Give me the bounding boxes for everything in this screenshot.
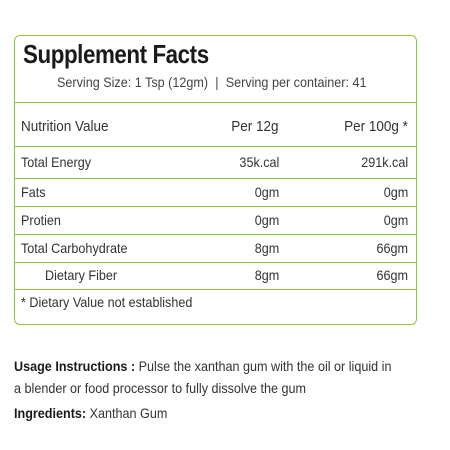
header-nutrition-value: Nutrition Value (21, 118, 109, 135)
row-per-serving: 0gm (254, 212, 279, 228)
row-per-serving: 35k.cal (239, 154, 279, 170)
row-label: Total Energy (21, 154, 92, 170)
row-per-100g: 291k.cal (361, 154, 408, 170)
divider (15, 234, 416, 235)
ingredients-label: Ingredients: (14, 405, 87, 421)
usage-text-line2: a blender or food processor to fully dis… (14, 380, 307, 396)
supplement-facts-panel: Supplement Facts Serving Size: 1 Tsp (12… (14, 35, 417, 325)
row-label: Fats (21, 184, 46, 200)
divider (15, 289, 416, 290)
divider (15, 262, 416, 263)
serving-info: Serving Size: 1 Tsp (12gm) | Serving per c… (57, 74, 367, 90)
ingredients-value: Xanthan Gum (86, 405, 168, 421)
serving-size: Serving Size: 1 Tsp (12gm) (57, 74, 209, 90)
row-per-100g: 0gm (383, 212, 408, 228)
row-per-100g: 0gm (383, 184, 408, 200)
row-per-serving: 8gm (254, 267, 279, 283)
header-per-100g: Per 100g * (344, 118, 408, 135)
footnote: * Dietary Value not established (21, 294, 193, 310)
divider (15, 102, 416, 103)
serving-per-container: Serving per container: 41 (225, 74, 367, 90)
row-label: Total Carbohydrate (21, 240, 128, 256)
row-label: Dietary Fiber (45, 267, 118, 283)
row-per-100g: 66gm (376, 240, 408, 256)
row-per-serving: 8gm (254, 240, 279, 256)
row-label: Protien (21, 212, 61, 228)
serving-separator: | (215, 74, 219, 90)
usage-label: Usage Instructions : (14, 358, 136, 374)
ingredients: Ingredients: Xanthan Gum (14, 405, 167, 421)
facts-title: Supplement Facts (23, 39, 209, 69)
usage-instructions: Usage Instructions : Pulse the xanthan g… (14, 355, 444, 399)
row-per-serving: 0gm (254, 184, 279, 200)
divider (15, 146, 416, 147)
header-per-serving: Per 12g (231, 118, 279, 135)
usage-text-line1: Pulse the xanthan gum with the oil or li… (135, 358, 392, 374)
divider (15, 206, 416, 207)
row-per-100g: 66gm (376, 267, 408, 283)
divider (15, 178, 416, 179)
